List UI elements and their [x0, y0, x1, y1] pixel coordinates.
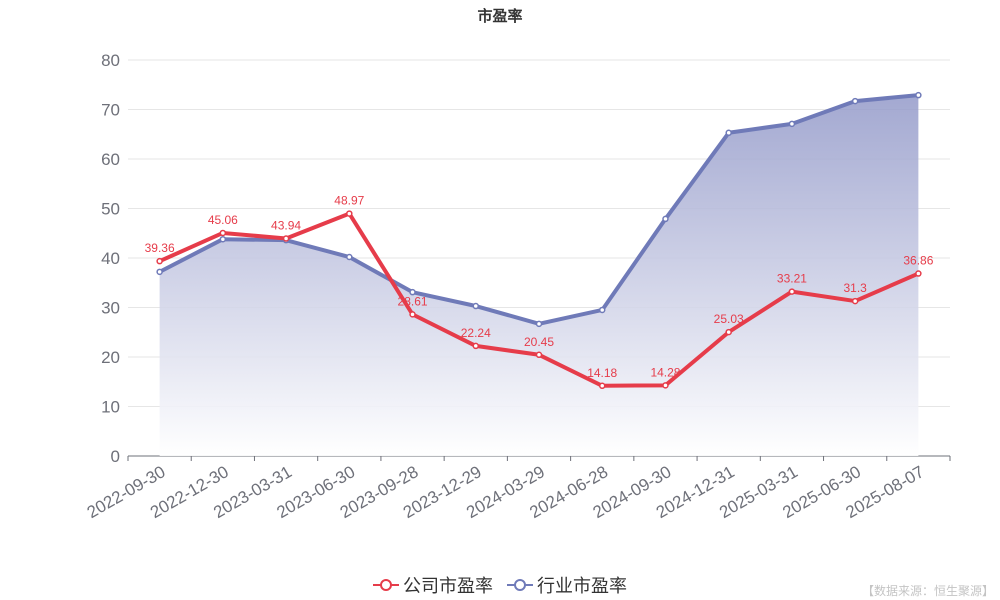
data-point [788, 120, 796, 128]
legend-label-industry-pe: 行业市盈率 [537, 576, 627, 597]
data-point [156, 257, 163, 265]
data-label: 14.18 [587, 366, 617, 380]
area-layer [159, 95, 919, 457]
x-axis: 2022-09-302022-12-302023-03-312023-06-30… [84, 455, 951, 522]
legend-item-industry-pe[interactable]: 行业市盈率 [507, 572, 627, 598]
data-label: 33.21 [777, 272, 807, 286]
data-point [472, 302, 480, 310]
y-tick-label: 0 [111, 447, 120, 466]
data-labels: 39.36 45.06 43.94 48.97 28.61 22.24 20.45 14.18… [145, 194, 934, 380]
y-tick-label: 70 [101, 101, 120, 120]
data-label: 39.36 [145, 241, 175, 255]
data-label: 20.45 [524, 335, 554, 349]
data-point [409, 288, 416, 296]
y-tick-label: 20 [101, 348, 120, 367]
data-point [915, 91, 922, 99]
data-label: 45.06 [208, 213, 238, 227]
data-point [535, 351, 543, 359]
data-label: 25.03 [714, 312, 744, 326]
y-tick-label: 50 [101, 200, 120, 219]
data-point [219, 229, 227, 237]
data-point [788, 288, 796, 295]
data-source-note: 【数据来源：恒生聚源】 [861, 584, 994, 598]
data-point [346, 253, 353, 261]
y-tick-label: 10 [101, 398, 120, 417]
data-point [725, 129, 732, 137]
chart-title: 市盈率 [477, 7, 523, 25]
legend-label-company-pe: 公司市盈率 [403, 576, 493, 597]
data-label: 36.86 [903, 254, 933, 268]
data-point [346, 210, 353, 217]
data-point [662, 382, 669, 389]
y-tick-label: 40 [101, 249, 120, 268]
data-label: 43.94 [271, 218, 301, 232]
series-points [156, 91, 922, 390]
data-point [535, 320, 543, 328]
y-axis: 0 10 20 30 40 50 60 70 80 [101, 51, 120, 466]
data-point [598, 382, 606, 390]
data-point [725, 328, 732, 336]
data-label: 14.28 [650, 365, 680, 379]
data-point [472, 342, 480, 350]
series-area-1 [159, 95, 919, 457]
legend-marker-company-icon [373, 579, 399, 591]
legend: 公司市盈率 行业市盈率 [0, 572, 1000, 598]
data-point [282, 235, 290, 242]
data-label: 31.3 [843, 281, 867, 295]
y-tick-label: 30 [101, 299, 120, 318]
plot-area: 0 10 20 30 40 50 60 70 80 2022-09-302022-12-3020… [84, 51, 951, 522]
data-label: 48.97 [334, 194, 364, 208]
data-point [598, 306, 606, 314]
data-point [409, 311, 416, 318]
data-point [915, 270, 922, 277]
y-tick-label: 60 [101, 150, 120, 169]
data-label: 28.61 [398, 294, 428, 308]
data-point [662, 215, 669, 223]
data-point [156, 268, 163, 276]
y-tick-label: 80 [101, 51, 120, 70]
data-point [219, 235, 227, 243]
data-point [851, 297, 859, 305]
data-point [851, 97, 859, 105]
legend-marker-industry-icon [507, 579, 533, 591]
data-label: 22.24 [461, 326, 491, 340]
legend-item-company-pe[interactable]: 公司市盈率 [373, 572, 493, 598]
